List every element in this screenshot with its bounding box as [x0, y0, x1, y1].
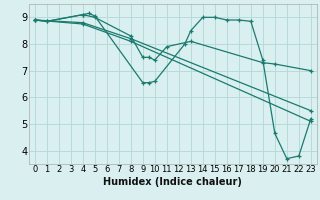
X-axis label: Humidex (Indice chaleur): Humidex (Indice chaleur) [103, 177, 242, 187]
